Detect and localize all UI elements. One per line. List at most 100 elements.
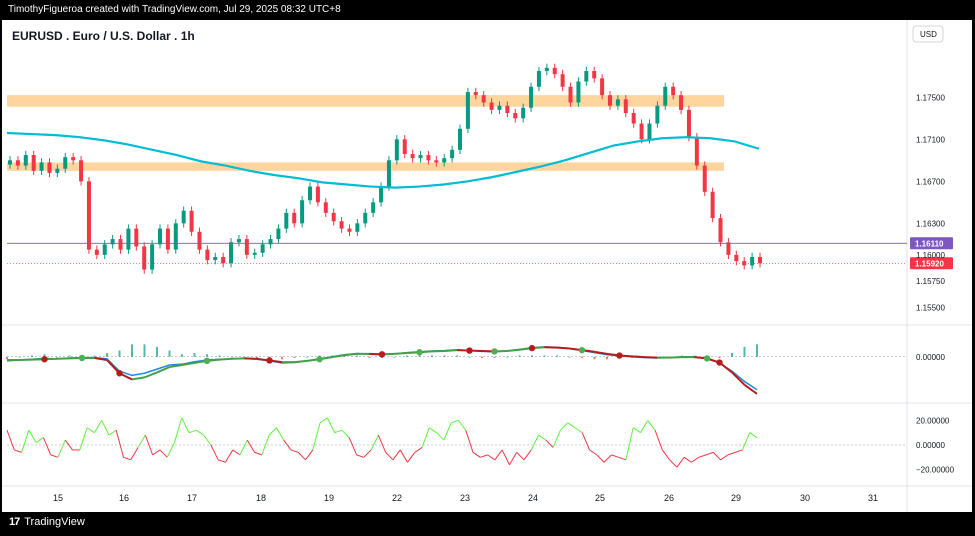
macd-crossover-marker (578, 346, 586, 354)
osc-segment (661, 449, 671, 461)
resistance-zones (7, 95, 724, 171)
osc-segment (625, 427, 634, 460)
osc-segment (698, 454, 707, 458)
osc-segment (166, 442, 175, 458)
macd-histogram-bar (731, 353, 733, 357)
candle-body (410, 154, 415, 159)
price-tick-label: 1.16300 (916, 219, 945, 228)
macd-histogram-bar (518, 355, 521, 357)
candle-body (363, 212, 368, 224)
candle-body (497, 105, 502, 110)
macd-signal-segment (344, 352, 358, 357)
price-tick-label: 1.17500 (916, 93, 945, 102)
osc-segment (560, 422, 569, 431)
osc-segment (210, 444, 219, 461)
candle-body (39, 162, 44, 171)
osc-segment (101, 420, 110, 436)
macd-pane[interactable]: 0.00000 (6, 344, 945, 395)
macd-signal-segment (94, 357, 108, 362)
osc-segment (144, 434, 154, 456)
osc-segment (42, 437, 52, 456)
osc-segment (574, 427, 583, 434)
macd-histogram-bar (581, 356, 583, 358)
x-tick-label: 26 (664, 493, 674, 503)
osc-segment (414, 447, 423, 453)
osc-segment (465, 430, 474, 453)
candle-body (426, 155, 431, 161)
osc-segment (188, 429, 197, 434)
resistance-zone (7, 95, 724, 107)
candle-body (560, 74, 565, 87)
candle-body (576, 81, 581, 103)
candle-body (726, 242, 731, 255)
price-label-box (910, 237, 953, 250)
osc-segment (407, 452, 416, 463)
macd-signal-segment (731, 371, 746, 386)
price-tick-label: 1.15750 (916, 277, 945, 286)
x-tick-label: 16 (119, 493, 129, 503)
candle-body (158, 228, 162, 245)
osc-segment (669, 459, 678, 468)
osc-segment (341, 429, 350, 438)
candle-body (308, 186, 312, 201)
macd-histogram-bar (593, 356, 596, 360)
x-tick-label: 22 (392, 493, 402, 503)
candle-body (513, 113, 518, 119)
chart-svg: 1.16110 1.15920 0.00000 20.00000 0.00000 −2… (2, 20, 972, 512)
osc-segment (385, 452, 394, 461)
candle-body (386, 160, 391, 187)
osc-segment (181, 417, 190, 433)
osc-segment (392, 449, 401, 461)
candle-body (165, 228, 170, 250)
osc-segment (246, 439, 256, 453)
x-tick-label: 15 (53, 493, 63, 503)
chart-caption: TimothyFigueroa created with TradingView… (8, 4, 341, 15)
macd-histogram-bar (306, 356, 308, 358)
macd-crossover-marker (316, 356, 323, 363)
osc-segment (552, 430, 561, 448)
candle-body (631, 113, 636, 124)
macd-histogram-bar (193, 353, 196, 357)
osc-segment (261, 434, 270, 456)
macd-signal-segment (556, 346, 570, 350)
macd-crossover-marker (703, 355, 711, 362)
currency-box[interactable] (912, 25, 944, 43)
macd-crossover-marker (416, 349, 423, 356)
candle-body (110, 239, 115, 245)
macd-histogram-bar (393, 356, 396, 358)
osc-segment (530, 434, 540, 451)
oscillator-pane[interactable]: 20.00000 0.00000 −20.00000 (6, 416, 955, 475)
osc-segment (399, 449, 408, 463)
macd-crossover-marker (378, 351, 386, 358)
osc-segment (159, 449, 168, 458)
candle-body (465, 92, 470, 129)
macd-histogram-bar (568, 356, 571, 358)
macd-crossover-marker (528, 344, 536, 352)
candle-body (268, 239, 273, 245)
osc-segment (326, 417, 336, 433)
osc-segment (356, 454, 364, 458)
tradingview-brand[interactable]: 17 TradingView (9, 516, 85, 528)
osc-segment (734, 449, 743, 453)
osc-segment (377, 434, 387, 453)
osc-segment (618, 456, 627, 461)
macd-histogram-bar (143, 344, 146, 357)
macd-histogram-bar (43, 354, 46, 357)
macd-histogram-bar (106, 353, 108, 357)
osc-segment (712, 452, 721, 461)
osc-segment (654, 430, 663, 451)
candle-body (355, 223, 360, 232)
candles[interactable] (8, 63, 762, 274)
osc-segment (225, 449, 234, 463)
osc-segment (508, 452, 518, 465)
osc-segment (581, 432, 590, 451)
osc-segment (451, 419, 459, 424)
macd-histogram-bar (418, 355, 421, 357)
candle-body (529, 86, 534, 108)
candle-body (458, 128, 462, 150)
candle-body (718, 218, 723, 243)
macd-histogram-bar (18, 356, 21, 358)
candle-body (663, 86, 668, 106)
candle-body (94, 249, 99, 255)
osc-segment (108, 429, 117, 436)
